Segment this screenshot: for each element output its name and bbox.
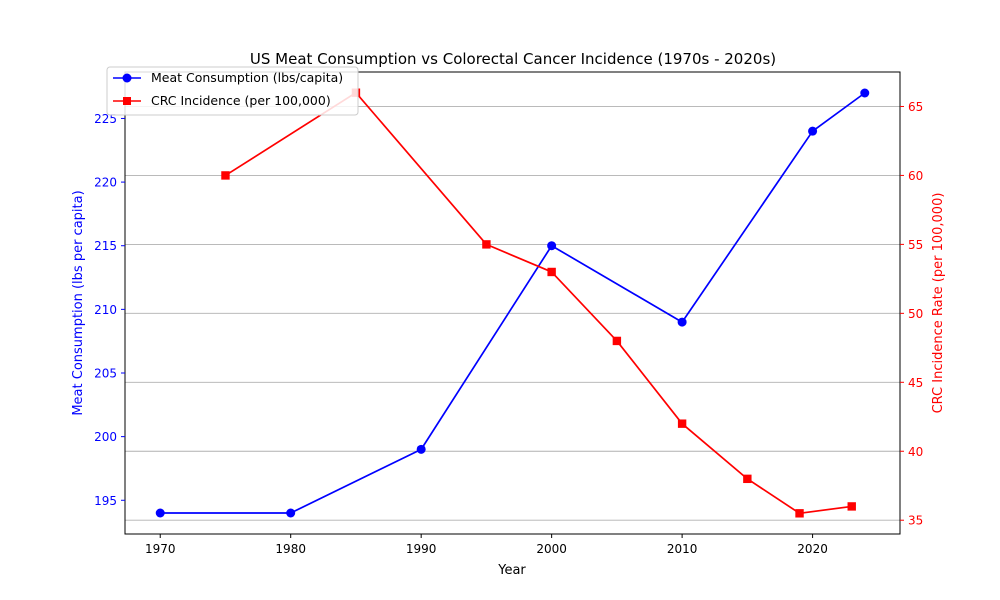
y-right-tick-label: 55 bbox=[908, 238, 923, 252]
x-tick-label: 1970 bbox=[145, 542, 176, 556]
legend-box bbox=[106, 66, 359, 116]
x-tick-label: 2000 bbox=[536, 542, 567, 556]
chart-title: US Meat Consumption vs Colorectal Cancer… bbox=[250, 50, 776, 68]
y-right-tick-label: 50 bbox=[908, 307, 923, 321]
legend: Meat Consumption (lbs/capita) CRC Incide… bbox=[106, 66, 359, 116]
y-axis-right-label: CRC Incidence Rate (per 100,000) bbox=[931, 193, 946, 414]
data-point-meat bbox=[155, 508, 165, 518]
legend-marker-meat bbox=[122, 73, 132, 83]
y-left-tick-label: 215 bbox=[94, 239, 117, 253]
grid-lines bbox=[125, 106, 900, 521]
data-point-meat bbox=[808, 126, 818, 136]
y-left-tick-label: 220 bbox=[94, 176, 117, 190]
y-right-tick-label: 40 bbox=[908, 445, 923, 459]
x-tick-label: 1980 bbox=[275, 542, 306, 556]
series-line-meat bbox=[160, 92, 866, 514]
y-left-tick-label: 200 bbox=[94, 430, 117, 444]
x-axis-label: Year bbox=[497, 563, 526, 578]
data-point-crc bbox=[677, 419, 687, 428]
data-point-meat bbox=[677, 317, 687, 327]
x-axis: 1970 1980 1990 2000 2010 2020 bbox=[145, 534, 828, 556]
data-point-meat bbox=[860, 88, 870, 98]
data-point-meat bbox=[547, 241, 557, 251]
x-tick-label: 2020 bbox=[797, 542, 828, 556]
y-left-tick-label: 210 bbox=[94, 303, 117, 317]
data-point-crc bbox=[547, 267, 556, 277]
y-axis-right: 35 40 45 50 55 60 65 bbox=[900, 100, 923, 528]
data-point-crc bbox=[795, 509, 804, 518]
data-point-meat bbox=[286, 508, 296, 518]
legend-marker-crc bbox=[123, 97, 131, 105]
x-tick-label: 1990 bbox=[406, 542, 437, 556]
series-line-crc bbox=[225, 91, 852, 515]
y-right-tick-label: 60 bbox=[908, 169, 923, 183]
y-left-tick-label: 195 bbox=[94, 494, 117, 508]
data-point-crc bbox=[482, 240, 491, 249]
data-point-meat bbox=[416, 444, 426, 454]
legend-label-crc: CRC Incidence (per 100,000) bbox=[151, 93, 331, 108]
data-point-crc bbox=[743, 474, 752, 484]
legend-label-meat: Meat Consumption (lbs/capita) bbox=[151, 70, 343, 85]
y-left-tick-label: 205 bbox=[94, 367, 117, 381]
y-right-tick-label: 65 bbox=[908, 100, 923, 114]
y-axis-left-label: Meat Consumption (lbs per capita) bbox=[71, 190, 86, 415]
data-point-crc bbox=[612, 336, 622, 346]
plot-frame bbox=[124, 71, 901, 535]
y-right-tick-label: 35 bbox=[908, 514, 923, 528]
series-layer bbox=[155, 88, 870, 518]
data-point-crc bbox=[847, 502, 856, 511]
data-point-crc bbox=[221, 171, 230, 180]
x-tick-label: 2010 bbox=[667, 542, 698, 556]
y-right-tick-label: 45 bbox=[908, 376, 923, 390]
